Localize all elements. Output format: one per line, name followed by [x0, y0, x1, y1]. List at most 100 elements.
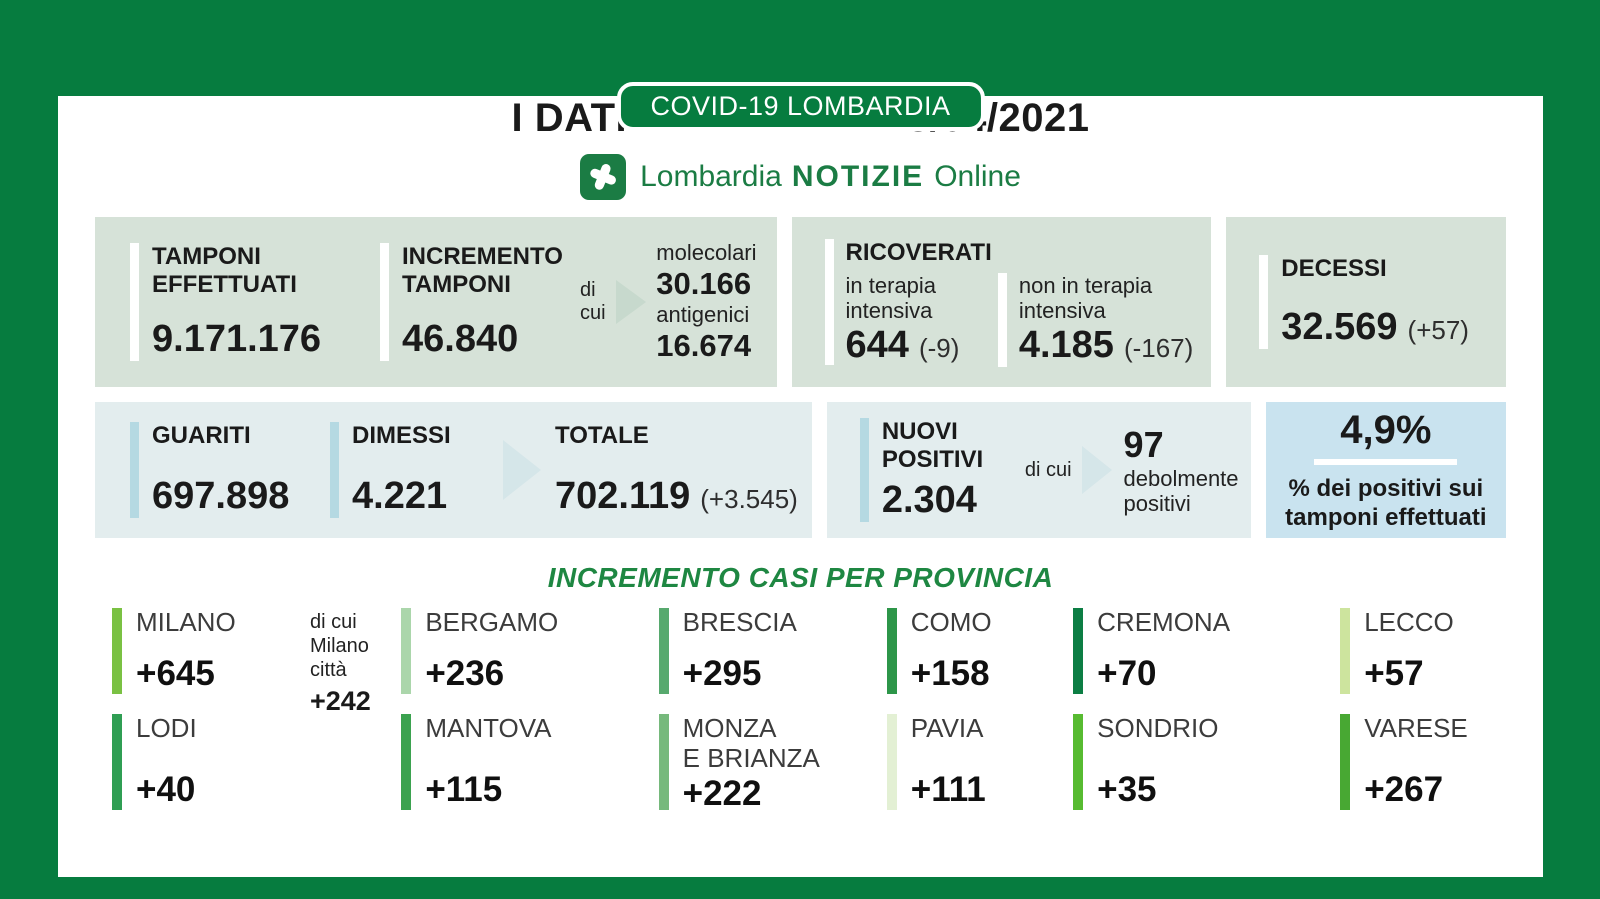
- milano-citta-sub: di cui Milano città +242: [272, 608, 401, 716]
- molecolari-value: 30.166: [656, 265, 752, 301]
- province-value: +35: [1097, 770, 1157, 809]
- province-mantova: MANTOVA +115: [401, 713, 658, 810]
- stat-value: 9.171.176: [152, 318, 322, 360]
- dimessi-value: 4.221: [352, 475, 448, 517]
- antigenici-label: antigenici: [656, 302, 750, 327]
- di-cui-label: di cui: [1024, 458, 1072, 481]
- stat-label: INCREMENTO TAMPONI: [402, 243, 563, 299]
- province-name: MILANO: [136, 607, 236, 637]
- stats-row-2: GUARITI 697.898 DIMESSI 4.221 TOTALE: [95, 402, 1506, 538]
- province-bar: [886, 608, 897, 694]
- logo-online: Online: [934, 160, 1021, 193]
- province-bergamo: BERGAMO +236: [401, 607, 658, 694]
- province-value: +40: [136, 770, 196, 809]
- province-varese: VARESE +267: [1340, 713, 1503, 810]
- province-sondrio: SONDRIO +35: [1073, 713, 1340, 810]
- di-cui-label: di cui: [580, 279, 606, 324]
- province-bar: [1073, 608, 1084, 694]
- dimessi-label: DIMESSI: [352, 422, 451, 449]
- province-lodi: LODI +40: [112, 713, 401, 810]
- stat-totale: TOTALE 702.119 (+3.545): [555, 422, 798, 518]
- province-value: +267: [1364, 770, 1444, 809]
- province-name: VARESE: [1364, 713, 1468, 743]
- debolmente-label: debolmente positivi: [1123, 465, 1239, 516]
- guariti-value: 697.898: [152, 475, 290, 517]
- arrow-right-icon: [1081, 446, 1112, 494]
- non-ti-delta: (-167): [1123, 332, 1194, 363]
- province-name: MANTOVA: [425, 713, 552, 743]
- province-bar: [1073, 714, 1084, 810]
- ti-value: 644 (-9): [845, 323, 960, 366]
- province-value: +158: [910, 654, 990, 693]
- province-monza-e-brianza: MONZA E BRIANZA +222: [658, 713, 887, 813]
- province-bar: [1340, 608, 1351, 694]
- province-bar: [112, 714, 122, 810]
- ti-delta: (-9): [918, 332, 960, 363]
- province-brescia: BRESCIA +295: [658, 607, 887, 694]
- lombardia-notizie-logo: Lombardia NOTIZIE Online: [58, 154, 1543, 200]
- province-pavia: PAVIA +111: [886, 713, 1073, 810]
- arrow-right-icon: [503, 440, 541, 500]
- non-ti-label: non in terapia intensiva: [1018, 273, 1153, 324]
- card-ricoverati: RICOVERATI in terapia intensiva 644 (-9): [791, 217, 1212, 387]
- accent-bar: [330, 422, 339, 518]
- milano-citta-value: +242: [310, 686, 371, 716]
- province-value: +222: [682, 773, 762, 813]
- province-como: COMO +158: [886, 607, 1073, 694]
- decessi-label: DECESSI: [1281, 255, 1387, 282]
- ti-label: in terapia intensiva: [845, 273, 937, 324]
- province-value: +57: [1364, 654, 1424, 693]
- non-terapia-intensiva-block: non in terapia intensiva 4.185 (-167): [997, 273, 1194, 367]
- debolmente-positivi-block: 97 debolmente positivi: [1124, 418, 1239, 522]
- province-bar: [401, 608, 412, 694]
- antigenici-value: 16.674: [656, 328, 752, 364]
- stat-incremento-tamponi: INCREMENTO TAMPONI 46.840: [380, 243, 580, 361]
- totale-delta: (+3.545): [700, 484, 798, 514]
- province-bar: [112, 608, 122, 694]
- stat-guariti: GUARITI 697.898: [130, 422, 330, 518]
- tamponi-breakdown: molecolari 30.166 antigenici 16.674: [656, 240, 756, 364]
- percent-value: 4,9%: [1314, 408, 1458, 465]
- province-value: +645: [136, 654, 215, 693]
- logo-notizie: NOTIZIE: [791, 160, 925, 193]
- terapia-intensiva-block: in terapia intensiva 644 (-9): [846, 273, 998, 367]
- province-name: CREMONA: [1097, 607, 1231, 637]
- logo-wordmark: Lombardia NOTIZIE Online: [640, 160, 1021, 194]
- stat-value: 46.840: [402, 318, 519, 360]
- province-value: +295: [682, 654, 762, 693]
- province-name: COMO: [910, 607, 992, 637]
- province-name: BRESCIA: [682, 607, 797, 637]
- nuovi-positivi-value: 2.304: [881, 479, 977, 521]
- province-section-heading: INCREMENTO CASI PER PROVINCIA: [547, 562, 1054, 593]
- province-name: SONDRIO: [1097, 713, 1219, 743]
- infographic-panel: COVID-19 LOMBARDIA I DATI DI VENERDÌ 23/…: [58, 82, 1543, 877]
- guariti-label: GUARITI: [152, 422, 251, 449]
- province-name: BERGAMO: [425, 607, 559, 637]
- milano-citta-label: di cui Milano città: [310, 611, 369, 681]
- province-bar: [401, 714, 412, 810]
- stat-label: TAMPONI EFFETTUATI: [152, 243, 297, 299]
- accent-bar: [1259, 255, 1269, 349]
- stats-row-1: TAMPONI EFFETTUATI 9.171.176 INCREMENTO …: [95, 217, 1507, 387]
- accent-bar: [824, 239, 834, 365]
- ricoverati-label: RICOVERATI: [845, 239, 992, 266]
- province-grid: MILANO +645 di cui Milano città +242 BER…: [112, 607, 1503, 813]
- non-ti-value: 4.185 (-167): [1018, 323, 1194, 366]
- province-milano: MILANO +645 di cui Milano città +242: [112, 607, 401, 716]
- totale-label: TOTALE: [555, 422, 649, 449]
- province-bar: [886, 714, 897, 810]
- arrow-right-icon: [616, 280, 647, 324]
- province-value: +236: [425, 654, 505, 693]
- province-name: LODI: [136, 713, 197, 743]
- decessi-value: 32.569 (+57): [1281, 306, 1469, 348]
- card-nuovi-positivi: NUOVI POSITIVI 2.304 di cui 97 debolment…: [826, 402, 1251, 538]
- nuovi-positivi-label: NUOVI POSITIVI: [881, 418, 984, 474]
- province-bar: [658, 608, 669, 694]
- card-guariti-dimessi-totale: GUARITI 697.898 DIMESSI 4.221 TOTALE: [95, 402, 812, 538]
- province-name: MONZA E BRIANZA: [682, 713, 820, 773]
- card-tamponi: TAMPONI EFFETTUATI 9.171.176 INCREMENTO …: [95, 217, 777, 387]
- decessi-delta: (+57): [1407, 315, 1469, 345]
- accent-bar: [997, 273, 1007, 367]
- covid-lombardia-badge: COVID-19 LOMBARDIA: [616, 82, 985, 131]
